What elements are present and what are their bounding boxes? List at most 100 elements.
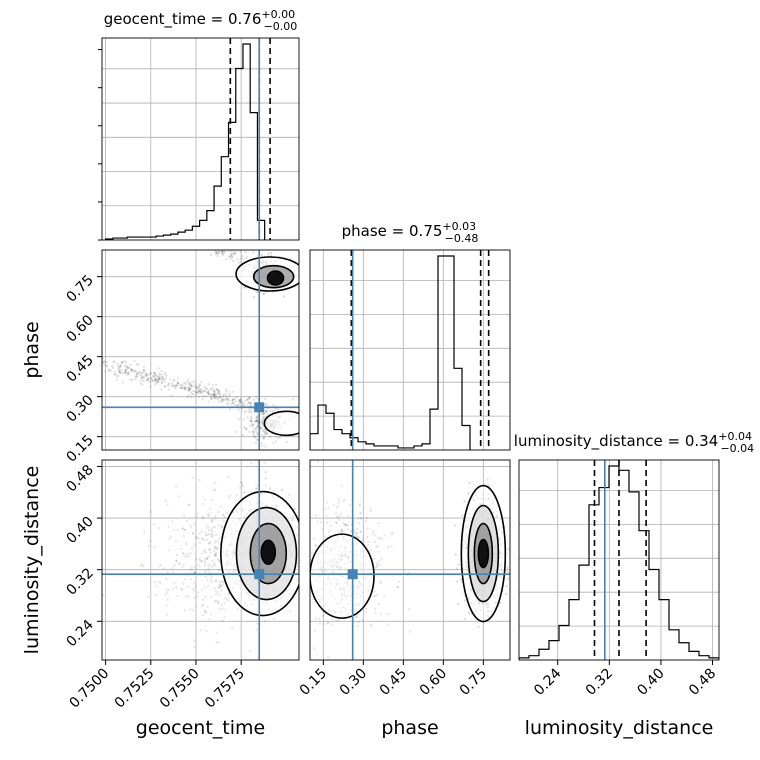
sample-point [143,368,146,372]
sample-point [165,591,168,594]
sample-point [203,539,206,542]
sample-point [102,361,105,364]
sample-point [174,387,177,390]
sample-point [182,527,185,530]
sample-point [165,374,168,377]
sample-point [360,517,363,520]
sample-point [374,534,377,537]
sample-point [375,562,378,565]
sample-point [264,403,267,406]
x-tick-label-geocent_time: 0.7575 [202,666,248,712]
sample-point [124,369,128,372]
sample-point [121,371,124,374]
sample-point [200,530,203,533]
sample-point [241,407,244,411]
sample-point [254,420,257,424]
histogram-step-phase [310,255,471,450]
sample-point [187,595,190,598]
sample-point [116,374,119,377]
sample-point [244,250,247,254]
sample-point [221,252,224,256]
sample-point [255,419,259,422]
sample-point [340,512,343,515]
sample-point [278,436,281,439]
sample-point [245,428,248,431]
sample-point [231,397,235,401]
sample-point [244,409,247,412]
sample-point [499,601,502,605]
sample-point [124,361,127,364]
sample-point [165,577,168,580]
sample-point [208,512,211,515]
sample-point [349,530,352,533]
sample-point [214,397,217,400]
sample-point [191,476,194,480]
sample-point [161,373,164,376]
sample-point [240,404,243,407]
sample-point [316,520,319,523]
sample-point [274,440,277,443]
sample-point [250,461,253,465]
sample-point [239,481,242,484]
sample-point [187,389,190,392]
sample-point [212,550,215,553]
sample-point [217,601,220,604]
sample-point [199,629,202,632]
sample-point [236,608,239,611]
sample-point [145,372,148,376]
sample-point [398,580,401,583]
sample-point [193,645,196,649]
sample-point [454,524,457,527]
sample-point [120,361,124,364]
sample-point [211,534,214,537]
sample-point [463,617,467,620]
sample-point [131,368,134,371]
sample-point [276,436,279,440]
sample-point [227,250,230,253]
x-tick-label-luminosity_distance: 0.32 [583,666,616,699]
sample-point [180,386,183,390]
sample-point [210,527,213,530]
sample-point [380,558,383,561]
contour-2 [266,270,285,286]
sample-point [209,551,212,554]
sample-point [167,525,170,528]
histogram-step-luminosity_distance [519,465,719,660]
panel-frame [101,249,300,451]
sample-point [230,256,234,259]
sample-point [219,589,223,592]
sample-point [306,597,308,599]
sample-point [187,386,190,389]
sample-point [194,390,197,393]
sample-point [250,402,253,406]
sample-point [188,388,192,391]
sample-point [218,250,221,253]
sample-point [157,376,161,379]
sample-point [263,431,267,434]
panel-title-geocent_time: geocent_time = 0.76+0.00 −0.00 [104,8,298,33]
sample-point [163,380,166,383]
sample-point [183,528,186,532]
sample-point [166,588,169,591]
sample-point [249,408,252,411]
sample-point [262,436,265,440]
sample-point [280,489,283,492]
sample-point [140,376,143,379]
sample-point [210,581,214,584]
sample-point [354,616,358,619]
sample-point [190,396,193,399]
sample-point [207,393,211,396]
sample-point [142,368,145,372]
sample-point [307,594,309,596]
sample-point [243,418,246,421]
sample-point [467,611,471,614]
sample-point [197,591,200,594]
sample-point [198,389,201,392]
sample-point [223,615,226,619]
sample-point [205,629,208,632]
sample-point [213,391,216,394]
sample-point [369,623,372,626]
sample-point [244,399,247,403]
sample-point [253,436,257,439]
sample-point [463,500,466,503]
